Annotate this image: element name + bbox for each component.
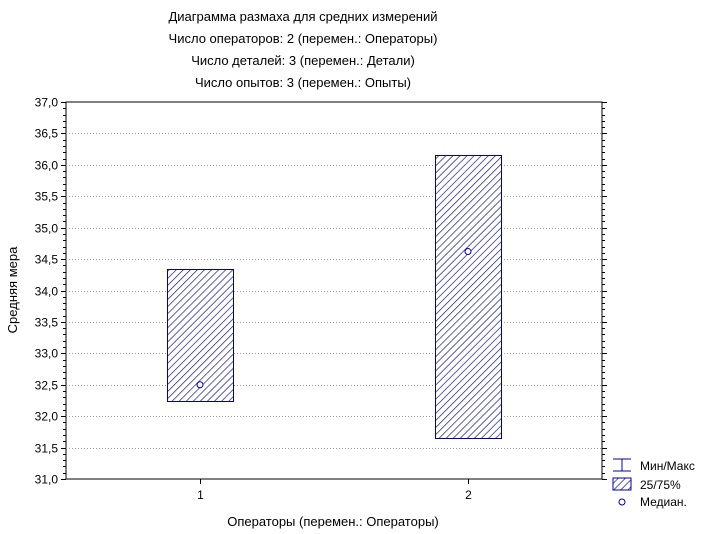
box-layer (167, 155, 502, 439)
legend-quartile-swatch (612, 477, 632, 491)
y-tick-label: 35,0 (35, 222, 59, 236)
legend-quartile-label: 25/75% (640, 478, 681, 492)
y-axis-label: Средняя мера (5, 246, 20, 333)
legend-minmax-icon (613, 458, 631, 472)
y-tick-layer: 31,0 31,5 32,0 32,5 33,0 33,5 34,0 34,5 35,0 35,5… (35, 96, 607, 487)
box-quartile-1 (167, 269, 234, 402)
legend-median-marker (618, 498, 626, 506)
box-quartile-2 (435, 155, 502, 439)
median-marker-1 (196, 381, 204, 389)
y-tick-label: 32,0 (35, 410, 59, 424)
y-tick-label: 31,5 (35, 442, 59, 456)
x-tick-label: 1 (197, 488, 204, 502)
x-axis-label: Операторы (перемен.: Операторы) (227, 514, 439, 529)
chart-title-line-1: Диаграмма размаха для средних измерений (168, 9, 437, 24)
y-tick-label: 36,0 (35, 159, 59, 173)
chart-title-line-2: Число операторов: 2 (перемен.: Операторы… (169, 31, 438, 46)
x-tick-label: 2 (465, 488, 472, 502)
y-tick-label: 36,5 (35, 127, 59, 141)
y-tick-label: 32,5 (35, 379, 59, 393)
median-marker-2 (464, 248, 472, 256)
y-tick-label: 31,0 (35, 473, 59, 487)
y-tick-label: 37,0 (35, 96, 59, 110)
y-tick-label: 34,5 (35, 253, 59, 267)
chart-title-line-3: Число деталей: 3 (перемен.: Детали) (191, 53, 415, 68)
plot-area-frame (65, 101, 603, 480)
chart-title-line-4: Число опытов: 3 (перемен.: Опыты) (195, 75, 411, 90)
y-tick-label: 33,0 (35, 347, 59, 361)
y-tick-label: 34,0 (35, 285, 59, 299)
legend-minmax-label: Мин/Макс (640, 459, 695, 473)
y-tick-label: 33,5 (35, 316, 59, 330)
legend-median-label: Медиан. (640, 495, 687, 509)
grid-layer (66, 133, 602, 449)
legend: Мин/Макс 25/75% Медиан. (612, 458, 695, 509)
y-tick-label: 35,5 (35, 190, 59, 204)
